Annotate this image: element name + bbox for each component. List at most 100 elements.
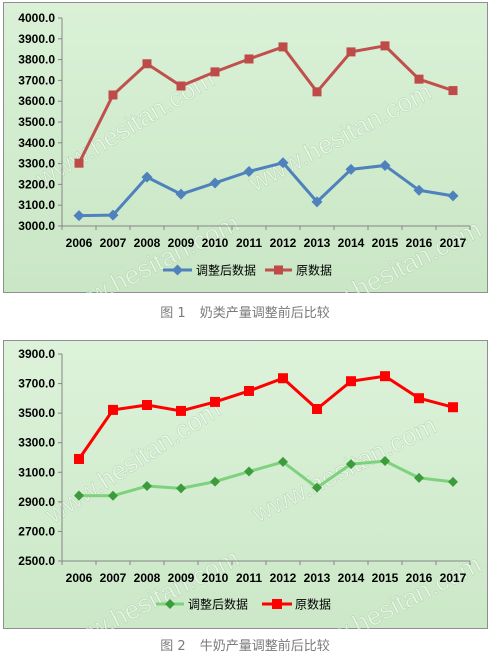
data-point-adjusted-2013	[311, 196, 323, 208]
series-original	[74, 41, 458, 168]
series-adjusted	[73, 157, 459, 222]
data-point-original-2011	[244, 54, 254, 64]
x-tick-label: 2011	[236, 571, 262, 585]
chart-2: www.hesitan.com www.hesitan.com www.hesita…	[3, 340, 488, 629]
x-tick-label: 2007	[100, 236, 127, 250]
data-point-adjusted-2015	[380, 456, 390, 467]
x-tick-label: 2016	[406, 571, 433, 585]
legend-item-adjusted: 调整后数据	[156, 597, 248, 612]
data-point-original-2017	[448, 402, 458, 413]
chart-1-svg: www.hesitan.com www.hesitan.comwww.hesita…	[3, 2, 488, 293]
data-point-adjusted-2016	[414, 472, 424, 483]
y-tick-label: 3200.0	[18, 177, 55, 191]
y-tick-label: 3700.0	[18, 73, 55, 87]
data-point-adjusted-2009	[176, 483, 186, 494]
x-tick-label: 2014	[338, 571, 365, 585]
legend-label: 调整后数据	[188, 597, 248, 612]
series-adjusted	[74, 456, 458, 501]
data-point-adjusted-2008	[141, 171, 153, 183]
data-point-adjusted-2012	[277, 157, 289, 169]
y-tick-label: 3500.0	[18, 115, 55, 129]
legend-label: 原数据	[296, 263, 332, 278]
data-point-original-2011	[244, 385, 254, 396]
data-point-original-2010	[210, 67, 220, 77]
x-tick-label: 2016	[406, 236, 433, 250]
y-tick-label: 3700.0	[18, 377, 55, 391]
data-point-original-2017	[448, 86, 458, 96]
y-tick-label: 3300.0	[18, 157, 55, 171]
y-tick-label: 3000.0	[18, 219, 55, 233]
data-point-adjusted-2014	[346, 459, 356, 470]
data-point-original-2013	[312, 87, 322, 97]
y-tick-label: 3400.0	[18, 136, 55, 150]
data-point-adjusted-2007	[107, 209, 119, 221]
x-tick-label: 2006	[66, 571, 93, 585]
x-tick-label: 2017	[440, 236, 467, 250]
y-tick-label: 3300.0	[18, 436, 55, 450]
data-point-adjusted-2006	[73, 210, 85, 222]
data-point-adjusted-2014	[345, 163, 357, 175]
y-tick-label: 4000.0	[18, 11, 55, 25]
series-line-adjusted	[78, 459, 454, 498]
legend-label: 调整后数据	[196, 263, 256, 278]
data-point-original-2013	[312, 404, 322, 415]
data-point-original-2008	[142, 400, 152, 411]
x-tick-label: 2014	[338, 236, 365, 250]
x-tick-label: 2010	[202, 236, 229, 250]
data-point-adjusted-2010	[210, 476, 220, 487]
legend-label: 原数据	[295, 597, 331, 612]
data-point-original-2014	[346, 47, 356, 57]
data-point-adjusted-2010	[209, 177, 221, 189]
x-tick-label: 2015	[372, 236, 399, 250]
x-tick-label: 2007	[100, 571, 127, 585]
data-point-adjusted-2007	[108, 490, 118, 501]
data-point-original-2006	[74, 158, 84, 168]
data-point-original-2014	[346, 376, 356, 387]
data-point-original-2012	[278, 42, 288, 52]
x-tick-label: 2008	[134, 236, 161, 250]
x-tick-label: 2009	[168, 236, 195, 250]
data-point-adjusted-2011	[243, 166, 255, 178]
y-tick-label: 2500.0	[18, 554, 55, 568]
legend-marker	[165, 599, 175, 609]
figure-2-number: 图 2	[160, 639, 186, 654]
y-tick-label: 2900.0	[18, 495, 55, 509]
data-point-original-2012	[278, 373, 288, 384]
legend-marker	[274, 265, 283, 275]
data-point-original-2016	[414, 74, 424, 84]
x-tick-label: 2009	[168, 571, 195, 585]
data-point-original-2007	[108, 90, 118, 100]
data-point-adjusted-2015	[379, 159, 391, 171]
y-tick-label: 3500.0	[18, 406, 55, 420]
data-point-original-2009	[176, 405, 186, 416]
data-point-original-2009	[176, 81, 186, 91]
legend-item-original: 原数据	[265, 263, 332, 278]
figure-2-title: 牛奶产量调整前后比较	[199, 639, 330, 654]
data-point-original-2015	[380, 41, 390, 51]
data-point-original-2008	[142, 59, 152, 69]
figure-1-number: 图 1	[160, 306, 186, 321]
series-original	[74, 371, 458, 464]
x-tick-label: 2017	[440, 571, 467, 585]
y-tick-label: 3900.0	[18, 347, 55, 361]
y-tick-label: 3600.0	[18, 94, 55, 108]
y-tick-label: 3900.0	[18, 32, 55, 46]
legend-item-original: 原数据	[262, 597, 331, 612]
data-point-adjusted-2011	[244, 466, 254, 477]
data-point-original-2006	[74, 453, 84, 464]
chart-1: www.hesitan.com www.hesitan.com www.hesita…	[3, 2, 488, 293]
legend-item-adjusted: 调整后数据	[163, 263, 256, 278]
x-tick-label: 2010	[202, 571, 229, 585]
data-point-adjusted-2017	[448, 476, 458, 487]
figure-1-title: 奶类产量调整前后比较	[199, 306, 330, 321]
data-point-adjusted-2016	[413, 184, 425, 196]
data-point-adjusted-2008	[142, 481, 152, 492]
x-tick-label: 2015	[372, 571, 399, 585]
data-point-original-2010	[210, 396, 220, 407]
data-point-adjusted-2013	[312, 482, 322, 493]
y-tick-label: 3800.0	[18, 53, 55, 67]
y-tick-label: 2700.0	[18, 524, 55, 538]
y-tick-label: 3100.0	[18, 198, 55, 212]
legend-marker	[272, 599, 282, 609]
data-point-adjusted-2006	[74, 490, 84, 501]
